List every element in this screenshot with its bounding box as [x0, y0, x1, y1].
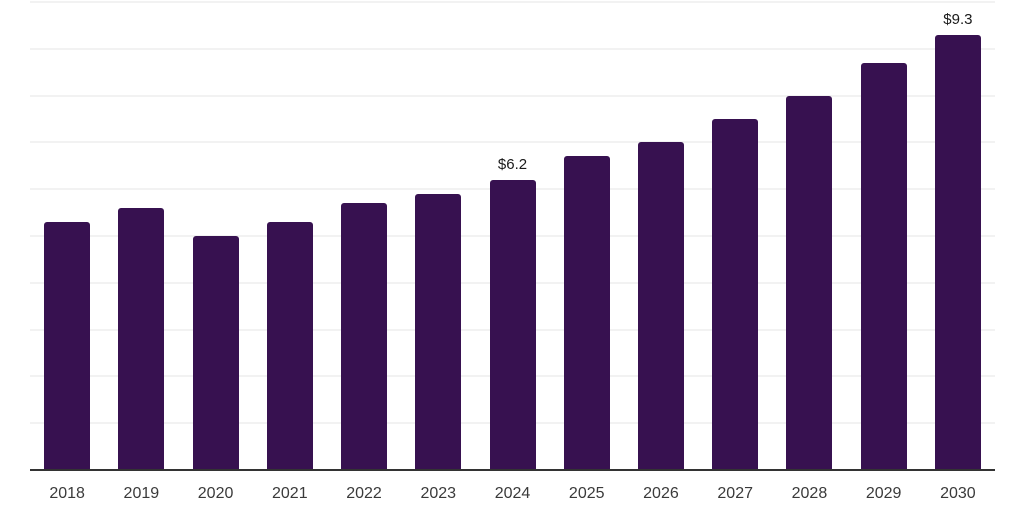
bar-2024 [489, 179, 536, 470]
x-tick-label-2026: 2026 [643, 485, 679, 502]
bar-2020 [192, 236, 239, 470]
bar-2029 [860, 62, 907, 470]
x-tick-label-2018: 2018 [49, 485, 85, 502]
gridline [30, 94, 995, 97]
x-tick-label-2028: 2028 [791, 485, 828, 502]
x-tick-label-2020: 2020 [197, 485, 234, 502]
x-tick-label-2019: 2019 [123, 485, 160, 502]
bar-value-label-2024: $6.2 [497, 155, 528, 173]
bar-2028 [786, 95, 833, 470]
bar-2030 [934, 34, 981, 470]
bar-2026 [637, 142, 684, 470]
gridline [30, 141, 995, 144]
x-tick-label-2021: 2021 [272, 485, 308, 502]
x-tick-label-2029: 2029 [865, 485, 902, 502]
gridline [30, 47, 995, 50]
x-tick-label-2022: 2022 [346, 485, 382, 502]
gridline [30, 1, 995, 3]
bar-2022 [341, 203, 388, 470]
bar-2023 [415, 193, 462, 470]
bar-2021 [266, 221, 313, 470]
bar-2018 [44, 221, 91, 470]
x-tick-label-2027: 2027 [717, 485, 753, 502]
x-axis-line [30, 469, 995, 471]
x-tick-label-2023: 2023 [420, 485, 457, 502]
bar-2019 [118, 207, 165, 470]
x-tick-label-2024: 2024 [494, 485, 531, 502]
bar-2025 [563, 156, 610, 470]
x-tick-label-2030: 2030 [940, 485, 976, 502]
bar-value-label-2030: $9.3 [943, 10, 973, 28]
bar-2027 [712, 119, 759, 470]
x-tick-label-2025: 2025 [568, 485, 605, 502]
